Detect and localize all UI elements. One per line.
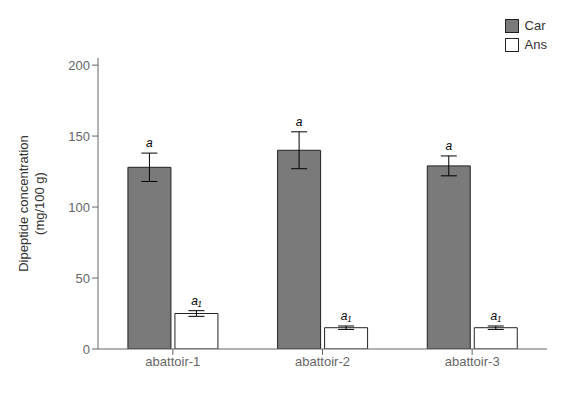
svg-text:abattoir-3: abattoir-3	[445, 354, 500, 369]
svg-text:a: a	[445, 139, 452, 153]
svg-text:abattoir-2: abattoir-2	[295, 354, 350, 369]
svg-text:a: a	[296, 115, 303, 129]
svg-text:a₁: a₁	[191, 294, 202, 308]
svg-text:200: 200	[68, 58, 90, 73]
svg-text:0: 0	[83, 342, 90, 357]
svg-text:150: 150	[68, 129, 90, 144]
svg-text:a₁: a₁	[491, 309, 502, 323]
svg-text:100: 100	[68, 200, 90, 215]
svg-text:a₁: a₁	[341, 309, 352, 323]
html-text:Car: Car	[524, 18, 546, 33]
svg-text:a: a	[146, 136, 153, 150]
svg-text:Dipeptide concentration(mg/100: Dipeptide concentration(mg/100 g)	[16, 135, 47, 272]
html-text:Ans: Ans	[524, 37, 547, 52]
svg-text:50: 50	[76, 271, 90, 286]
svg-text:abattoir-1: abattoir-1	[145, 354, 200, 369]
